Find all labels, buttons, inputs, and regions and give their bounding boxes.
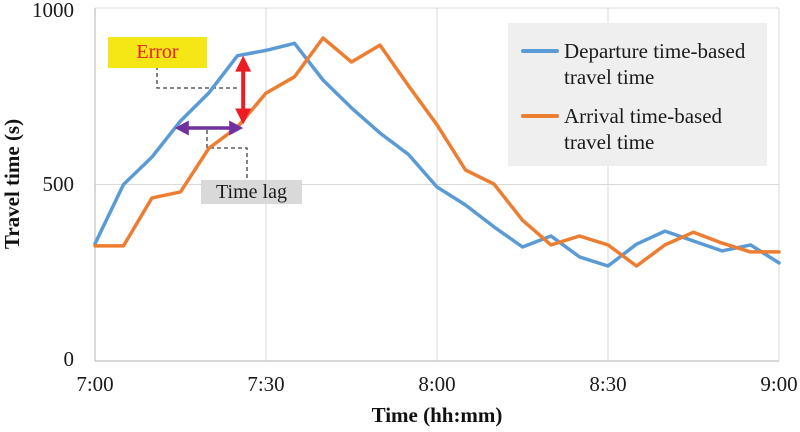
x-axis-title: Time (hh:mm) [371, 403, 503, 427]
time-lag-arrow-head-right [229, 120, 244, 136]
legend-label-arrival: Arrival time-based travel time [564, 103, 722, 155]
error-arrow-head-bottom [235, 108, 252, 125]
y-tick-1000: 1000 [32, 0, 74, 22]
time-lag-annotation: Time lag [201, 180, 302, 204]
time-lag-connector [206, 130, 248, 180]
y-tick-0: 0 [63, 347, 75, 371]
x-tick-8-00: 8:00 [418, 372, 456, 396]
series-line-0 [93, 41, 781, 268]
x-tick-7-00: 7:00 [76, 372, 114, 396]
y-tick-500: 500 [42, 172, 75, 196]
series-line-1 [93, 36, 781, 268]
legend-label-departure-line1: Departure time-based [564, 39, 746, 63]
legend: Departure time-based travel time Arrival… [508, 23, 767, 166]
x-tick-7-30: 7:30 [247, 372, 285, 396]
legend-label-departure-line2: travel time [564, 65, 655, 89]
legend-label-departure: Departure time-based travel time [564, 38, 745, 90]
x-tick-8-30: 8:30 [589, 372, 627, 396]
legend-entry-arrival: Arrival time-based travel time [521, 103, 767, 155]
error-connector [156, 66, 239, 89]
y-axis-title: Travel time (s) [0, 118, 24, 250]
x-tick-9-00: 9:00 [760, 372, 798, 396]
error-annotation: Error [108, 37, 207, 68]
departure-series-swatch [521, 49, 559, 53]
legend-entry-departure: Departure time-based travel time [521, 38, 767, 90]
arrival-series-swatch [521, 114, 559, 118]
legend-label-arrival-line2: travel time [564, 130, 655, 154]
time-lag-arrow-head-left [174, 120, 189, 136]
legend-label-arrival-line1: Arrival time-based [564, 104, 723, 128]
error-arrow-head-top [235, 55, 252, 72]
